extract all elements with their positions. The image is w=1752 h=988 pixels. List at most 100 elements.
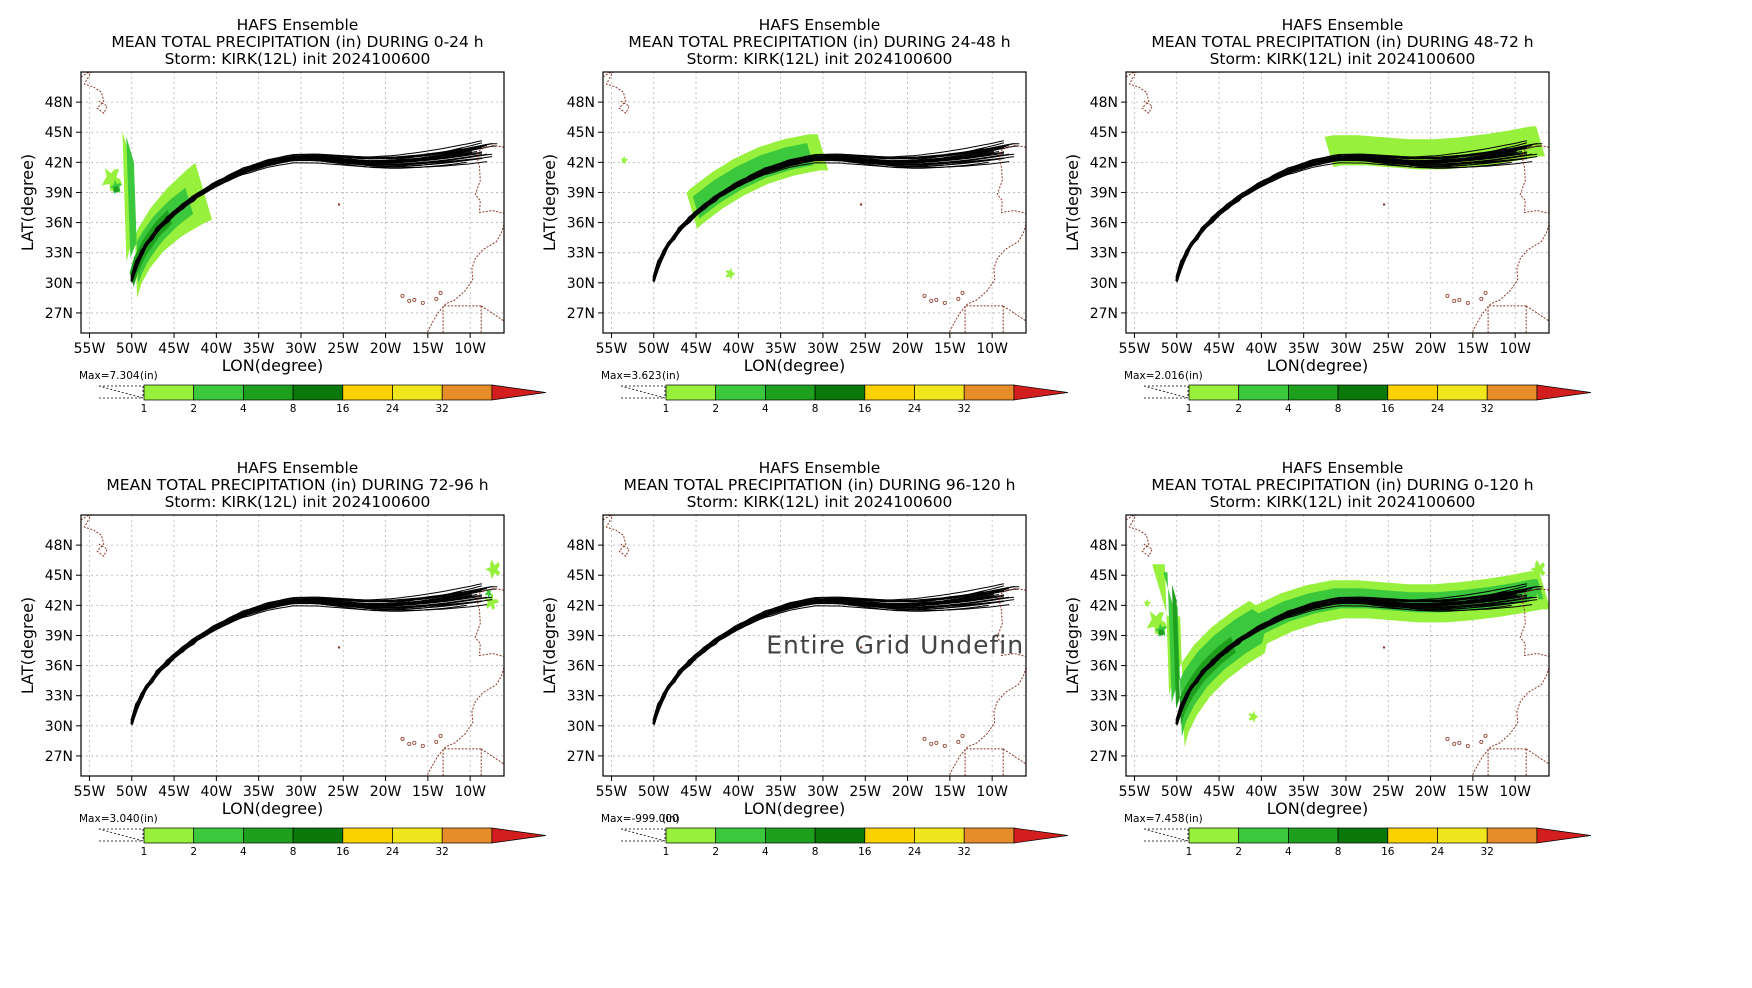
x-tick-label: 10W	[454, 341, 486, 357]
ensemble-track	[130, 140, 483, 282]
coastline	[1471, 667, 1549, 776]
colorbar-swatch	[392, 827, 443, 844]
colorbar-swatch	[1387, 827, 1438, 844]
colorbar-level-label: 32	[436, 403, 449, 415]
y-tick-label: 45N	[45, 125, 73, 141]
colorbar-swatch	[765, 827, 816, 844]
colorbar-level-label: 1	[141, 403, 148, 415]
coastline	[480, 748, 504, 765]
colorbar-level-label: 16	[336, 846, 350, 858]
island-outline	[1479, 296, 1484, 301]
ensemble-track	[131, 157, 488, 281]
y-tick-label: 36N	[45, 216, 73, 232]
colorbar-under-triangle	[1143, 385, 1189, 399]
x-tick-label: 20W	[370, 784, 402, 800]
x-tick-label: 35W	[243, 784, 275, 800]
colorbar-level-label: 2	[712, 846, 719, 858]
colorbar-swatch	[143, 827, 195, 844]
x-tick-label: 25W	[327, 784, 359, 800]
island-outline	[1382, 646, 1386, 649]
panel-title-line: MEAN TOTAL PRECIPITATION (in) DURING 0-2…	[111, 33, 483, 51]
y-tick-label: 27N	[1090, 306, 1118, 322]
colorbar-level-label: 16	[858, 846, 872, 858]
x-tick-label: 15W	[412, 341, 444, 357]
colorbar-level-label: 4	[762, 403, 769, 415]
colorbar-level-label: 1	[1186, 403, 1193, 415]
island-outline	[1483, 733, 1488, 738]
ensemble-track	[1176, 157, 1527, 282]
ensemble-track	[130, 599, 493, 723]
x-tick-label: 15W	[1457, 341, 1489, 357]
y-tick-label: 48N	[1090, 95, 1118, 111]
island-outline	[859, 646, 863, 649]
ensemble-track	[1175, 151, 1523, 281]
island-outline	[929, 298, 934, 303]
colorbar-swatch	[193, 384, 244, 401]
colorbar-level-label: 8	[812, 846, 819, 858]
colorbar-level-label: 24	[1431, 403, 1445, 415]
colorbar-swatch	[864, 827, 915, 844]
colorbar-swatch	[1188, 384, 1240, 401]
ensemble-track	[1175, 140, 1528, 282]
colorbar-swatch	[814, 827, 866, 844]
coastline	[81, 515, 108, 557]
panel-title-line: Storm: KIRK(12L) init 2024100600	[687, 493, 953, 511]
ensemble-track	[1176, 152, 1517, 280]
colorbar-swatch	[392, 384, 443, 401]
panel-title-line: Storm: KIRK(12L) init 2024100600	[165, 493, 431, 511]
colorbar-level-label: 1	[663, 403, 670, 415]
x-tick-label: 20W	[370, 341, 402, 357]
y-axis-label: LAT(degree)	[18, 597, 37, 694]
colorbar: Max=-999.000(in)1 2 4 8 16 24 32	[601, 813, 1068, 858]
y-tick-label: 45N	[1090, 125, 1118, 141]
ensemble-track	[654, 602, 989, 722]
x-tick-label: 50W	[1161, 784, 1193, 800]
panel-title-line: Storm: KIRK(12L) init 2024100600	[1210, 493, 1476, 511]
map-content	[603, 72, 1026, 333]
coastline	[474, 144, 504, 214]
coastline	[1126, 72, 1153, 114]
ensemble-track	[131, 597, 483, 723]
x-tick-label: 35W	[243, 341, 275, 357]
ensemble-track	[1175, 156, 1538, 280]
map-plot-area: 55W 50W 45W 40W 35W 30W 25W 20W 15W 10W 27N 30N 33N 3…	[540, 71, 1027, 375]
ensemble-track	[132, 602, 467, 722]
island-outline	[1445, 293, 1450, 298]
colorbar-unit-label: (in)	[140, 813, 158, 825]
ensemble-track	[1175, 154, 1507, 280]
ensemble-track	[1176, 152, 1517, 280]
colorbar-swatch	[665, 827, 717, 844]
x-axis-label: LON(degree)	[222, 799, 323, 818]
colorbar-over-triangle	[491, 827, 546, 844]
coastline	[442, 748, 482, 776]
coastline	[1525, 748, 1549, 765]
map-plot-area: 55W 50W 45W 40W 35W 30W 25W 20W 15W 10W 27N 30N 33N 3…	[18, 71, 505, 375]
panel-title-line: Storm: KIRK(12L) init 2024100600	[1210, 50, 1476, 68]
island-outline	[960, 290, 965, 295]
x-tick-label: 55W	[1119, 341, 1151, 357]
ensemble-track	[1175, 160, 1507, 280]
y-tick-label: 33N	[567, 246, 595, 262]
colorbar-level-label: 2	[712, 403, 719, 415]
y-tick-label: 45N	[45, 568, 73, 584]
y-tick-label: 39N	[567, 185, 595, 201]
x-tick-label: 50W	[1161, 341, 1193, 357]
colorbar-level-label: 8	[812, 403, 819, 415]
colorbar-level-label: 4	[1285, 846, 1292, 858]
coastline	[603, 515, 630, 557]
x-tick-label: 45W	[158, 341, 190, 357]
ensemble-track	[131, 597, 482, 724]
colorbar-max-label: Max=3.040	[79, 813, 140, 825]
panel-title-line: HAFS Ensemble	[759, 459, 881, 477]
x-tick-label: 30W	[807, 784, 839, 800]
ensemble-track	[653, 595, 1005, 724]
colorbar-swatch	[665, 384, 717, 401]
x-tick-label: 35W	[1288, 341, 1320, 357]
island-outline	[929, 741, 934, 746]
colorbar-swatch	[1288, 384, 1339, 401]
ensemble-track	[131, 591, 462, 725]
y-tick-label: 48N	[45, 538, 73, 554]
panel-title-line: MEAN TOTAL PRECIPITATION (in) DURING 24-…	[628, 33, 1010, 51]
